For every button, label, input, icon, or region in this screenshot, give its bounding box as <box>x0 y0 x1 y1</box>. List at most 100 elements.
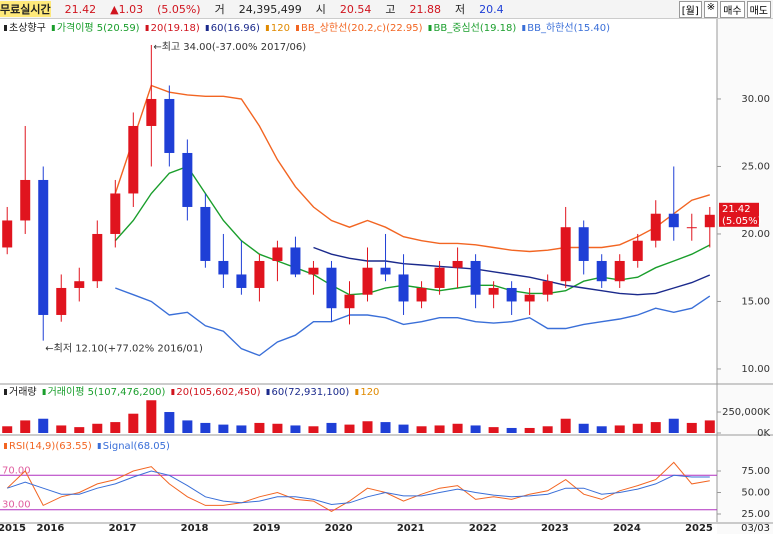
legend-entry: 가격이평 5(20.59) <box>57 21 140 34</box>
candle-body <box>596 260 607 282</box>
y-tick-label: 30.00 <box>741 94 770 105</box>
volume-bar <box>182 420 193 433</box>
right-axis-bg <box>717 19 773 534</box>
candle-body <box>272 247 283 261</box>
toolbar-button[interactable]: 매수 <box>720 1 745 18</box>
legend-swatch <box>522 25 526 31</box>
level-label: 30.00 <box>2 500 31 511</box>
candle-body <box>308 267 319 275</box>
volume-bar <box>254 422 265 433</box>
candle-body <box>254 260 265 288</box>
candle-body <box>452 260 463 268</box>
volume-bar <box>398 424 409 433</box>
toolbar: [월] ※ 매수 매도 <box>678 1 771 18</box>
candle-body <box>578 227 589 261</box>
y-tick-label: 15.00 <box>741 296 770 307</box>
candle-body <box>164 98 175 153</box>
volume-bar <box>668 418 679 433</box>
indicator-line <box>114 84 711 253</box>
y-tick-label: 50.00 <box>741 487 770 498</box>
candle-body <box>128 125 139 194</box>
y-tick-label: 25.00 <box>741 509 770 520</box>
volume-bar <box>470 425 481 433</box>
volume-bar <box>452 423 463 433</box>
legend-swatch <box>42 389 46 395</box>
x-tick-label: 2016 <box>37 523 65 534</box>
last-price-box <box>719 202 759 227</box>
x-last-date: 03/03 <box>741 523 770 534</box>
header-item: 무료실시간 <box>0 1 51 17</box>
indicator-line <box>114 165 711 296</box>
volume-bar <box>200 422 211 433</box>
volume-bar <box>218 424 229 433</box>
legend-entry: 20(105,602,450) <box>176 387 260 398</box>
volume-bar <box>524 427 535 433</box>
header-item: 21.88 <box>409 2 441 16</box>
volume-bar <box>164 412 175 433</box>
candle-body <box>326 267 337 309</box>
volume-bar <box>434 425 445 433</box>
quote-header: 무료실시간 21.42 ▲1.03 (5.05%) 거 24,395,499 시 20.54 고… <box>0 0 773 19</box>
volume-bar <box>2 426 13 433</box>
legend-entry: 120 <box>360 387 379 398</box>
toolbar-button[interactable]: 매도 <box>746 1 771 18</box>
volume-bar <box>488 427 499 433</box>
candle-body <box>470 260 481 295</box>
legend-swatch <box>4 25 7 31</box>
toolbar-button[interactable]: [월] <box>678 1 702 18</box>
legend-swatch <box>51 25 55 31</box>
last-change: (5.05%) <box>722 216 762 227</box>
volume-bar <box>614 425 625 433</box>
candle-body <box>524 294 535 302</box>
volume-bar <box>326 422 337 433</box>
x-tick-label: 2015 <box>0 523 26 534</box>
x-tick-label: 2024 <box>613 523 641 534</box>
legend-swatch <box>4 443 7 449</box>
candle-body <box>110 193 121 234</box>
header-item: 20.4 <box>479 2 504 16</box>
rsi-line <box>7 470 710 506</box>
candle-body <box>20 179 31 221</box>
candle-body <box>434 267 445 288</box>
last-price: 21.42 <box>722 204 751 215</box>
legend-entry: RSI(14,9)(63.55) <box>9 441 92 452</box>
header-item: 시 <box>315 3 326 16</box>
legend-entry: BB_하한선(15.40) <box>527 21 610 34</box>
toolbar-button[interactable]: ※ <box>703 1 719 18</box>
volume-bar <box>38 418 49 433</box>
legend-entry: 20(19.18) <box>151 23 200 34</box>
candle-body <box>56 287 67 315</box>
candle-body <box>632 240 643 261</box>
legend-entry: 120 <box>271 23 290 34</box>
candle-body <box>200 206 211 261</box>
candle-body <box>236 274 247 288</box>
annotation: ←최저 12.10(+77.02% 2016/01) <box>45 343 203 355</box>
legend-entry: BB_중심선(19.18) <box>434 22 517 34</box>
candle-body <box>92 233 103 282</box>
candle-body <box>74 281 85 288</box>
candle-body <box>416 287 427 302</box>
volume-bar <box>110 422 121 433</box>
volume-bar <box>344 424 355 433</box>
legend-swatch <box>4 389 7 395</box>
candle-body <box>704 214 715 228</box>
legend-entry: 거래량 <box>9 386 37 398</box>
candle-body <box>560 227 571 282</box>
candle-body <box>668 213 679 228</box>
volume-bar <box>20 420 31 433</box>
candle-body <box>2 220 13 248</box>
volume-bar <box>272 423 283 433</box>
legend-swatch <box>265 25 269 31</box>
volume-bar <box>578 423 589 433</box>
y-tick-label: 250,000K <box>722 407 770 418</box>
x-tick-label: 2023 <box>541 523 569 534</box>
x-tick-label: 2021 <box>397 523 425 534</box>
volume-bar <box>560 418 571 433</box>
legend-entry: 60(16.96) <box>211 23 260 34</box>
header-item: (5.05%) <box>157 2 201 16</box>
legend-swatch <box>97 443 101 449</box>
legend-entry: Signal(68.05) <box>103 441 170 452</box>
candle-body <box>614 260 625 282</box>
y-tick-label: 0K <box>757 428 770 439</box>
x-tick-label: 2019 <box>253 523 281 534</box>
